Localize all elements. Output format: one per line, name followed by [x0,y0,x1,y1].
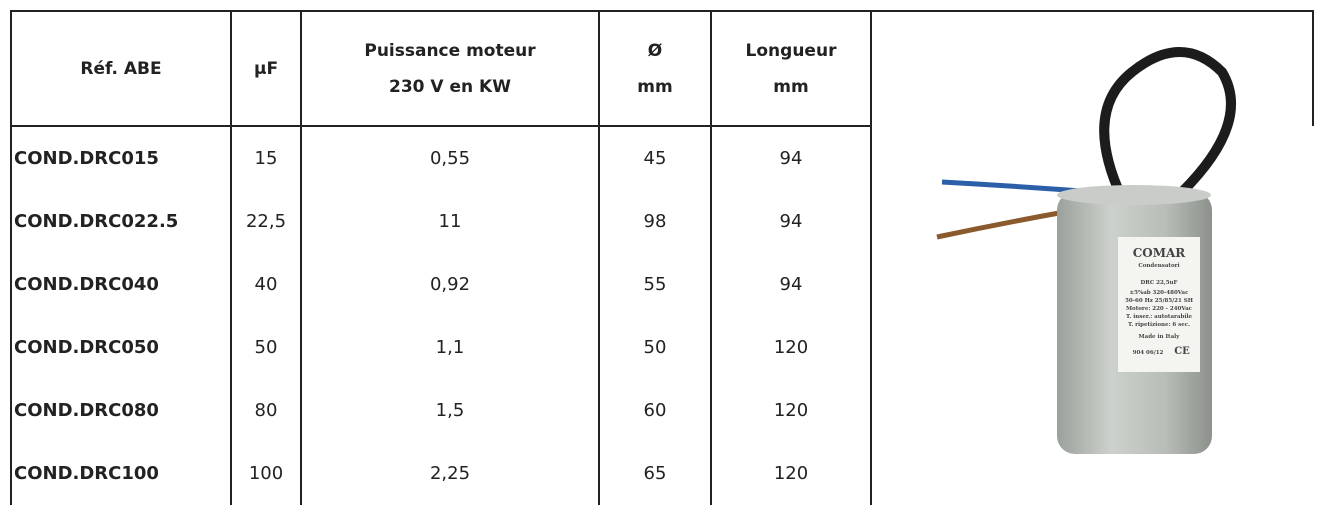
reference-cell: COND.DRC022.5 [11,190,231,253]
label-text: Motore: 220 - 240Vac [1126,306,1193,312]
value-cell: 100 [231,442,301,505]
value-cell: 94 [711,126,871,190]
header-cell: µF [231,11,301,126]
value-cell: 40 [231,253,301,316]
label-text: Made in Italy [1139,334,1181,340]
header-text: mm [712,69,870,105]
value-cell: 15 [231,126,301,190]
value-cell: 65 [599,442,711,505]
value-cell: 22,5 [231,190,301,253]
value-cell: 120 [711,316,871,379]
value-cell: 94 [711,253,871,316]
value-cell: 1,5 [301,379,599,442]
value-cell: 50 [599,316,711,379]
value-cell: 11 [301,190,599,253]
label-text: Condensatori [1138,263,1179,269]
value-cell: 98 [599,190,711,253]
value-cell: 120 [711,379,871,442]
header-text: µF [232,51,300,87]
header-text: mm [600,69,710,105]
reference-cell: COND.DRC040 [11,253,231,316]
reference-cell: COND.DRC050 [11,316,231,379]
header-text: Ø [600,33,710,69]
header-text: 230 V en KW [302,69,598,105]
reference-cell: COND.DRC080 [11,379,231,442]
header-text: Puissance moteur [302,33,598,69]
header-text: Réf. ABE [12,51,230,87]
value-cell: 80 [231,379,301,442]
label-text: DRC 22,5uF [1141,280,1178,286]
page: Réf. ABEµFPuissance moteur230 V en KWØmm… [0,0,1322,509]
value-cell: 120 [711,442,871,505]
capacitor-top [1057,185,1211,205]
value-cell: 60 [599,379,711,442]
value-cell: 0,55 [301,126,599,190]
value-cell: 94 [711,190,871,253]
label-text: 904 06/12 [1133,350,1164,356]
label-text: COMAR [1133,246,1187,260]
value-cell: 1,1 [301,316,599,379]
value-cell: 55 [599,253,711,316]
value-cell: 45 [599,126,711,190]
reference-cell: COND.DRC100 [11,442,231,505]
label-text: 50-60 Hz 25/85/21 SH [1125,298,1193,304]
label-text: CE [1174,346,1190,357]
capacitor-image: COMAR Condensatori DRC 22,5uF ±5%ab 320-480… [882,12,1320,502]
label-text: T. ripetizione: 6 sec. [1128,322,1190,328]
value-cell: 50 [231,316,301,379]
black-cable [1104,52,1231,198]
header-cell: Réf. ABE [11,11,231,126]
reference-cell: COND.DRC015 [11,126,231,190]
value-cell: 2,25 [301,442,599,505]
label-text: T. inser.: autotarabile [1126,314,1193,320]
value-cell: 0,92 [301,253,599,316]
label-text: ±5%ab 320-480Vac [1130,290,1190,296]
header-text: Longueur [712,33,870,69]
